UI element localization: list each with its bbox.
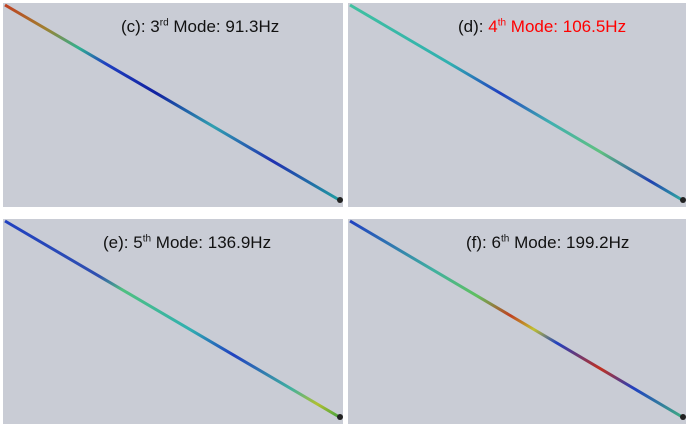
label-number: 3 bbox=[150, 17, 159, 36]
label-suffix: Mode: 91.3Hz bbox=[173, 17, 279, 36]
label-superscript: th bbox=[501, 233, 509, 244]
label-superscript: th bbox=[498, 17, 506, 28]
label-number: 5 bbox=[133, 233, 142, 252]
label-superscript: rd bbox=[160, 17, 169, 28]
beam-end bbox=[680, 197, 686, 203]
label-prefix: (c): bbox=[121, 17, 146, 36]
panel: (d): 4th Mode: 106.5Hz bbox=[348, 3, 686, 207]
panel: (e): 5th Mode: 136.9Hz bbox=[3, 219, 343, 424]
mode-label: (d): 4th Mode: 106.5Hz bbox=[458, 17, 626, 37]
beam-end bbox=[337, 197, 343, 203]
label-suffix: Mode: 199.2Hz bbox=[514, 233, 629, 252]
mode-label: (c): 3rd Mode: 91.3Hz bbox=[121, 17, 279, 37]
beam-end bbox=[680, 414, 686, 420]
page: (c): 3rd Mode: 91.3Hz (d): 4th Mode: 106… bbox=[0, 0, 689, 424]
label-number: 6 bbox=[492, 233, 501, 252]
label-number: 4 bbox=[488, 17, 497, 36]
panel: (f): 6th Mode: 199.2Hz bbox=[348, 219, 686, 424]
label-suffix: Mode: 106.5Hz bbox=[511, 17, 626, 36]
label-superscript: th bbox=[143, 233, 151, 244]
beam-end bbox=[337, 414, 343, 420]
panel: (c): 3rd Mode: 91.3Hz bbox=[3, 3, 343, 207]
mode-label: (e): 5th Mode: 136.9Hz bbox=[103, 233, 271, 253]
label-prefix: (f): bbox=[466, 233, 487, 252]
label-prefix: (d): bbox=[458, 17, 484, 36]
label-prefix: (e): bbox=[103, 233, 129, 252]
label-suffix: Mode: 136.9Hz bbox=[156, 233, 271, 252]
mode-label: (f): 6th Mode: 199.2Hz bbox=[466, 233, 629, 253]
